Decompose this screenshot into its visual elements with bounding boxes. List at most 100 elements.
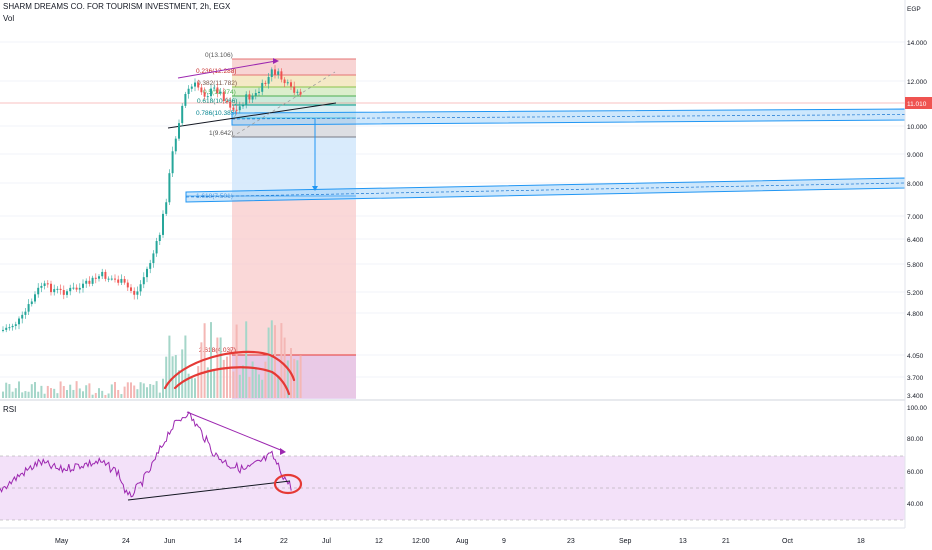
volume-bar [24, 391, 27, 398]
price-tick: 10.000 [907, 124, 927, 131]
volume-bar [110, 384, 113, 398]
time-label: May [55, 538, 69, 545]
candle-body [2, 329, 4, 331]
price-tick: 4.050 [907, 353, 924, 360]
volume-bar [50, 388, 52, 398]
volume-bar [187, 373, 190, 398]
volume-bar [242, 365, 244, 398]
volume-bar [30, 384, 33, 398]
volume-bar [248, 376, 251, 398]
time-label: 13 [679, 538, 687, 545]
candle-body [254, 93, 257, 96]
volume-bar [229, 348, 232, 398]
volume-bar [222, 359, 225, 398]
candle-body [213, 87, 216, 89]
volume-bar [267, 327, 270, 398]
rsi-label[interactable]: RSI [3, 405, 17, 414]
candle-body [5, 327, 8, 330]
candle-body [40, 285, 43, 288]
candle-body [62, 290, 65, 295]
candle-body [98, 276, 100, 279]
volume-bar [82, 391, 84, 398]
price-axis: EGP 14.000 12.000 10.000 9.000 8.000 7.0… [907, 6, 927, 508]
volume-bar [107, 393, 110, 398]
candle-body [238, 106, 241, 111]
volume-bar [155, 381, 158, 398]
candle-body [21, 314, 24, 319]
candle-body [142, 277, 145, 285]
trend-line-top[interactable] [177, 60, 277, 79]
volume-bar [168, 335, 171, 398]
volume-bar [280, 323, 283, 398]
volume-bar [245, 321, 248, 398]
candle-body [245, 94, 248, 106]
candle-body [290, 82, 292, 87]
fib-label-0618: 0.618(10.966) [197, 98, 237, 105]
volume-bar [258, 374, 260, 398]
candle-body [24, 311, 27, 315]
volume-bar [232, 371, 235, 398]
annotation-arcs [163, 350, 296, 396]
rsi-support-line[interactable] [127, 480, 291, 501]
candle-body [197, 82, 200, 88]
volume-bar [264, 361, 267, 398]
rsi-line [0, 411, 292, 498]
candle-body [146, 268, 148, 278]
candle-body [82, 283, 84, 288]
candle-body [43, 283, 46, 286]
volume-bar [5, 382, 8, 398]
candle-body [18, 318, 20, 325]
candle-body [174, 138, 177, 152]
candle-body [242, 105, 244, 107]
last-price-badge [905, 97, 932, 109]
volume-bar [142, 383, 145, 398]
volume-bar [210, 322, 212, 398]
currency-label: EGP [907, 6, 921, 13]
candle-body [72, 287, 75, 289]
candle-body [171, 151, 174, 174]
time-label: 12:00 [412, 538, 430, 545]
volume-bar [274, 325, 276, 398]
candle-body [226, 101, 228, 103]
rsi-tick: 60.00 [907, 469, 924, 476]
time-label: 14 [234, 538, 242, 545]
volume-bar [78, 388, 81, 398]
volume-bar [37, 391, 40, 398]
volume-bar [11, 391, 14, 398]
candle-body [168, 173, 171, 203]
candle-body [139, 284, 142, 292]
volume-label[interactable]: Vol [3, 14, 15, 23]
candle-body [155, 241, 158, 254]
volume-bar [21, 392, 24, 398]
volume-bar [197, 366, 200, 398]
trend-line-support[interactable] [167, 102, 337, 129]
fib-label-1: 1(9.642) [209, 130, 233, 137]
volume-bar [27, 391, 30, 398]
candle-body [46, 283, 49, 285]
candle-body [34, 294, 36, 302]
candle-body [286, 82, 289, 84]
candle-body [293, 86, 296, 93]
symbol-title[interactable]: SHARM DREAMS CO. FOR TOURISM INVESTMENT,… [3, 2, 231, 11]
time-label: Aug [456, 538, 469, 545]
candle-body [27, 304, 30, 312]
candle-body [114, 278, 116, 280]
volume-bar [213, 370, 216, 398]
candle-body [117, 279, 120, 283]
fib-label-1618: 1.618(7.501) [196, 193, 233, 200]
price-tick: 4.800 [907, 311, 924, 318]
rsi-divergence-line[interactable] [186, 411, 284, 452]
volume-bar [56, 393, 59, 398]
candle-body [165, 202, 168, 214]
candle-body [258, 91, 260, 94]
candle-body [50, 283, 52, 293]
candle-body [126, 282, 129, 288]
volume-bar [152, 384, 155, 398]
candle-body [120, 278, 123, 283]
candle-body [14, 324, 17, 326]
volume-bar [235, 324, 238, 398]
candle-body [178, 123, 180, 139]
volume-bar [85, 385, 88, 398]
price-tick: 3.400 [907, 393, 924, 400]
